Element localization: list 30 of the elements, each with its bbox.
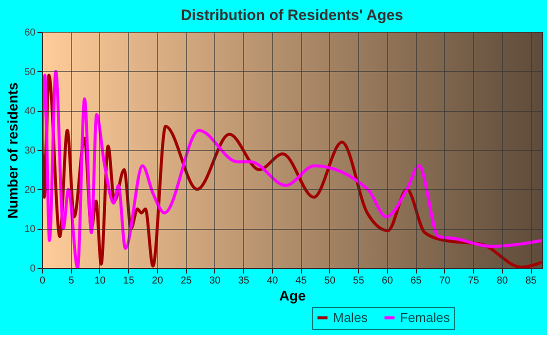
x-tick-label: 60 [382,276,394,286]
x-tick-label: 65 [410,276,422,286]
x-tick-label: 0 [40,276,46,286]
legend-label: Males [333,310,368,325]
x-tick-label: 40 [266,276,278,286]
x-tick-label: 30 [209,276,221,286]
y-axis-title: Number of residents [4,82,20,219]
chart-title: Distribution of Residents' Ages [180,7,404,24]
x-tick-label: 55 [353,276,365,286]
x-tick-label: 10 [94,276,106,286]
x-tick-label: 80 [496,276,508,286]
y-tick-label: 0 [30,264,36,274]
x-tick-label: 75 [468,276,480,286]
legend-label: Females [400,310,450,325]
y-tick-label: 60 [24,28,36,38]
x-axis-title: Age [279,288,306,304]
x-tick-label: 45 [296,276,308,286]
y-tick-label: 30 [24,146,36,156]
x-tick-label: 15 [123,276,135,286]
y-tick-label: 40 [24,106,36,118]
x-tick-label: 35 [238,276,250,286]
x-tick-label: 70 [439,276,451,286]
x-tick-label: 5 [68,276,74,286]
x-tick-label: 25 [180,276,192,286]
x-tick-label: 85 [525,276,538,286]
y-tick-label: 10 [24,224,36,236]
x-tick-label: 20 [152,276,164,286]
y-tick-label: 20 [24,184,36,196]
y-tick-label: 50 [24,66,36,78]
x-tick-label: 50 [324,276,336,286]
